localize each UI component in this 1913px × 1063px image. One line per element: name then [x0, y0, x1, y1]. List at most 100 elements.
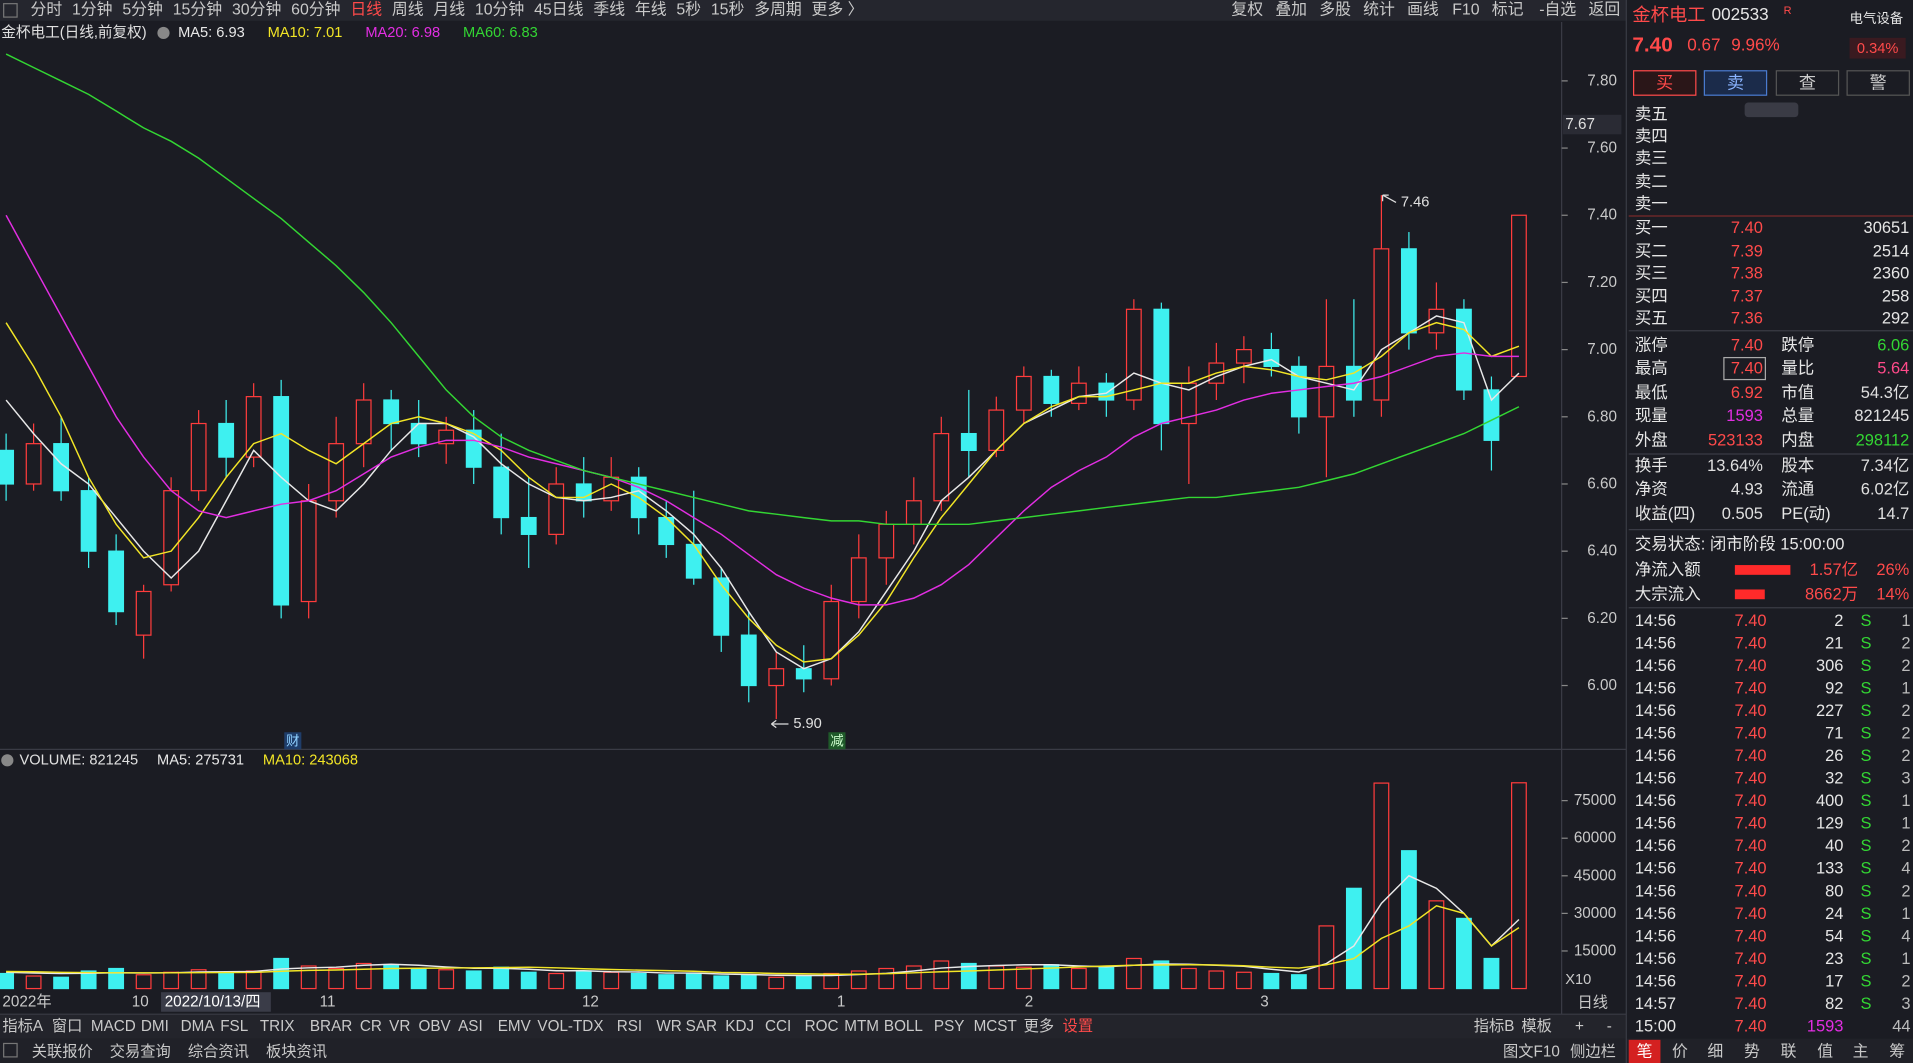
period-tab[interactable]: 15分钟 — [173, 0, 222, 18]
action-button-bg[interactable] — [1633, 70, 1697, 96]
period-tab[interactable]: 分时 — [31, 0, 63, 18]
indicator-tab[interactable]: SAR — [686, 1018, 717, 1035]
status-link[interactable]: 交易查询 — [110, 1043, 171, 1061]
action-button[interactable]: 查 — [1799, 73, 1816, 92]
tick-count: 2 — [1901, 725, 1910, 743]
legend-toggle[interactable] — [157, 26, 170, 40]
period-tab[interactable]: 10分钟 — [475, 0, 524, 18]
status-link[interactable]: 综合资讯 — [188, 1044, 249, 1061]
indicator-tab[interactable]: MACD — [91, 1018, 136, 1035]
indicator-tab[interactable]: 更多 — [1024, 1018, 1054, 1035]
period-tab[interactable]: 多周期 — [754, 0, 802, 18]
indicator-tab[interactable]: FSL — [220, 1018, 248, 1035]
period-tab[interactable]: 60分钟 — [291, 0, 340, 18]
indicator-tab[interactable]: 指标A — [2, 1018, 43, 1035]
volume-bar — [1373, 782, 1390, 990]
volume-bar — [1070, 967, 1087, 990]
status-link[interactable]: 板块资讯 — [266, 1043, 327, 1061]
indicator-tab[interactable]: ROC — [805, 1018, 839, 1035]
indicator-tab[interactable]: 窗口 — [52, 1017, 82, 1035]
indicator-tab[interactable]: MCST — [974, 1018, 1017, 1035]
volume-bar — [0, 972, 15, 990]
side-tab[interactable]: 笔 — [1637, 1043, 1653, 1061]
indicator-tab[interactable]: CR — [360, 1018, 382, 1035]
sector-name: 电气设备 — [1850, 10, 1904, 26]
flow-amount: 8662万 — [1805, 585, 1858, 603]
side-tab[interactable]: 细 — [1707, 1043, 1723, 1061]
period-tab[interactable]: 周线 — [392, 0, 424, 18]
tool-button[interactable]: 返回 — [1588, 0, 1620, 18]
period-tab[interactable]: 45日线 — [534, 0, 583, 18]
side-tab[interactable]: 价 — [1672, 1044, 1688, 1061]
period-tab[interactable]: 季线 — [593, 0, 625, 18]
indicator-tab[interactable]: OBV — [418, 1018, 451, 1035]
tick-price: 7.40 — [1735, 815, 1767, 833]
status-link[interactable]: 关联报价 — [32, 1044, 93, 1061]
bid-volume: 2514 — [1873, 242, 1910, 260]
indicator-tab[interactable]: CCI — [765, 1018, 791, 1035]
tool-button[interactable]: 统计 — [1363, 0, 1395, 18]
event-marker[interactable]: 减 — [830, 733, 844, 748]
tool-button[interactable]: 标记 — [1492, 0, 1524, 18]
volume-bar — [465, 970, 482, 990]
indicator-tab[interactable]: DMA — [181, 1018, 216, 1035]
legend-entry: MA10: 243068 — [263, 752, 358, 768]
indicator-tab[interactable]: 设置 — [1063, 1018, 1093, 1035]
volume-toggle[interactable] — [1, 754, 14, 767]
period-tab[interactable]: 1分钟 — [72, 0, 113, 18]
period-tab[interactable]: 年线 — [635, 0, 667, 18]
indicator-tab[interactable]: 指标B — [1474, 1018, 1515, 1035]
period-tab[interactable]: 5秒 — [676, 0, 701, 18]
period-tab[interactable]: 更多 〉 — [812, 0, 864, 18]
indicator-tab[interactable]: KDJ — [725, 1018, 754, 1035]
indicator-tab[interactable]: PSY — [934, 1018, 965, 1035]
indicator-tab[interactable]: ASI — [458, 1018, 483, 1035]
indicator-tab[interactable]: BOLL — [884, 1018, 923, 1035]
event-marker[interactable]: 财 — [286, 733, 299, 748]
tool-button[interactable]: 多股 — [1319, 0, 1351, 18]
side-tab[interactable]: 联 — [1781, 1043, 1797, 1061]
action-button-bg[interactable] — [1775, 70, 1840, 96]
indicator-tab[interactable]: - — [1607, 1018, 1612, 1035]
period-tab[interactable]: 月线 — [433, 0, 465, 18]
status-link[interactable]: 侧边栏 — [1570, 1044, 1616, 1061]
tool-button[interactable]: -自选 — [1539, 0, 1576, 18]
indicator-tab[interactable]: MTM — [844, 1018, 879, 1035]
tool-button[interactable]: 画线 — [1407, 0, 1439, 18]
action-button-bg[interactable] — [1703, 70, 1768, 96]
tick-price: 7.40 — [1735, 657, 1767, 675]
indicator-tab[interactable]: RSI — [617, 1018, 642, 1035]
tool-button[interactable]: 叠加 — [1275, 0, 1307, 18]
side-tab[interactable]: 值 — [1817, 1043, 1833, 1061]
indicator-tab[interactable]: DMI — [141, 1018, 169, 1035]
period-tab[interactable]: 日线 — [350, 0, 382, 18]
tick-price: 7.40 — [1735, 680, 1767, 698]
indicator-tab[interactable]: + — [1575, 1018, 1584, 1035]
status-link[interactable]: 图文F10 — [1503, 1044, 1560, 1061]
tool-button[interactable]: 复权 — [1231, 0, 1263, 18]
tool-button[interactable]: F10 — [1452, 1, 1480, 18]
indicator-tab[interactable]: BRAR — [310, 1018, 352, 1035]
action-button[interactable]: 卖 — [1727, 73, 1744, 92]
indicator-tab[interactable]: VR — [389, 1018, 410, 1035]
indicator-tab[interactable]: WR — [656, 1018, 681, 1035]
indicator-tab[interactable]: TRIX — [260, 1018, 295, 1035]
side-tab[interactable]: 势 — [1744, 1043, 1760, 1061]
collapse-tab[interactable] — [1744, 102, 1799, 118]
stat-label: 总量 — [1781, 407, 1814, 425]
volume-bar — [108, 967, 125, 990]
action-button-bg[interactable] — [1846, 70, 1910, 96]
candle-body — [1070, 382, 1087, 404]
indicator-tab[interactable]: EMV — [498, 1018, 532, 1035]
flow-amount: 1.57亿 — [1810, 561, 1859, 579]
side-tab[interactable]: 筹 — [1889, 1043, 1905, 1061]
action-button[interactable]: 警 — [1870, 73, 1887, 92]
tick-volume: 26 — [1825, 747, 1843, 765]
side-tab[interactable]: 主 — [1853, 1043, 1869, 1061]
indicator-tab[interactable]: 模板 — [1521, 1017, 1551, 1035]
period-tab[interactable]: 15秒 — [711, 0, 745, 18]
action-button[interactable]: 买 — [1656, 73, 1673, 92]
indicator-tab[interactable]: VOL-TDX — [537, 1018, 603, 1035]
period-tab[interactable]: 30分钟 — [232, 0, 281, 18]
period-tab[interactable]: 5分钟 — [122, 0, 163, 18]
